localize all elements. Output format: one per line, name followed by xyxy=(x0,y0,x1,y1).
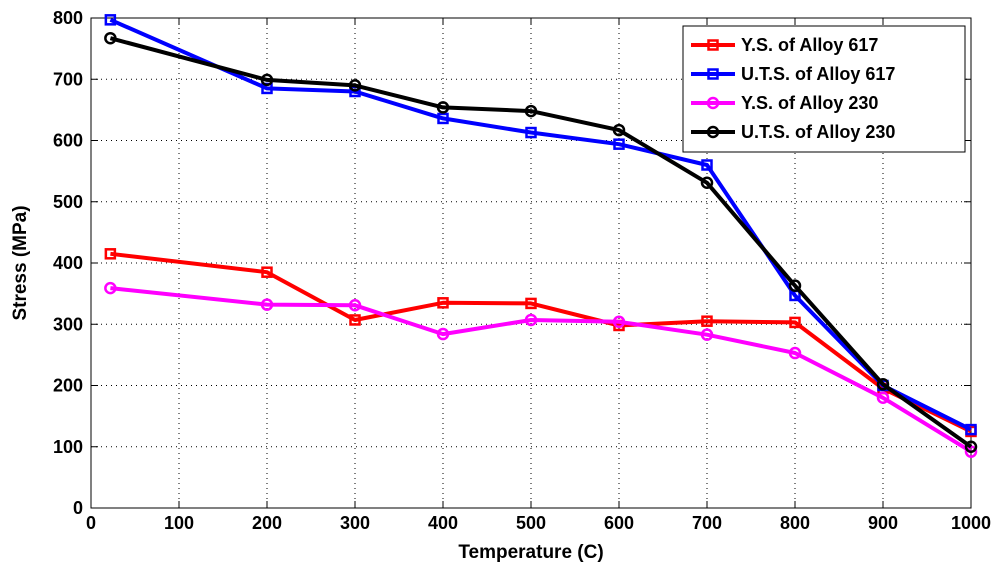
y-tick-label: 600 xyxy=(53,131,83,151)
data-point xyxy=(612,315,626,329)
legend-entry: U.T.S. of Alloy 617 xyxy=(691,64,895,84)
y-tick-label: 800 xyxy=(53,8,83,28)
legend-marker-uts-617 xyxy=(707,68,719,80)
x-tick-label: 900 xyxy=(868,513,898,533)
x-tick-label: 0 xyxy=(86,513,96,533)
data-point xyxy=(700,328,714,341)
data-point xyxy=(104,248,117,260)
data-point xyxy=(436,327,450,341)
data-point xyxy=(701,315,713,327)
axis-ticks: 0 100 200 300 400 500 600 700 800 900 1000 0 100 200 3… xyxy=(53,8,991,533)
data-point xyxy=(788,346,802,360)
data-point xyxy=(876,378,890,391)
series-line xyxy=(109,36,973,449)
legend-label-uts-617: U.T.S. of Alloy 617 xyxy=(741,64,895,84)
series-0 xyxy=(104,248,977,438)
legend-entry: Y.S. of Alloy 617 xyxy=(691,35,878,55)
y-axis-title: Stress (MPa) xyxy=(10,205,31,320)
legend-label-ys-617: Y.S. of Alloy 617 xyxy=(741,35,878,55)
data-point xyxy=(260,298,274,311)
data-point xyxy=(612,123,626,137)
data-point xyxy=(700,176,714,190)
data-point xyxy=(524,104,538,118)
x-tick-label: 200 xyxy=(252,513,282,533)
series-2 xyxy=(104,281,978,458)
y-tick-label: 100 xyxy=(53,437,83,457)
x-tick-label: 100 xyxy=(164,513,194,533)
y-tick-label: 400 xyxy=(53,253,83,273)
data-point xyxy=(525,297,537,310)
data-point xyxy=(104,14,117,26)
legend-marker-ys-230 xyxy=(706,96,720,110)
data-point xyxy=(789,316,801,329)
data-point xyxy=(788,279,802,292)
x-axis-title: Temperature (C) xyxy=(458,542,603,563)
legend-marker-uts-230 xyxy=(706,125,720,139)
data-point xyxy=(104,31,117,45)
x-tick-label: 800 xyxy=(780,513,810,533)
x-tick-label: 500 xyxy=(516,513,546,533)
data-point xyxy=(964,440,978,453)
series-line xyxy=(109,17,972,432)
data-point xyxy=(349,314,361,326)
series-line xyxy=(110,251,972,434)
data-point xyxy=(524,313,538,327)
x-tick-label: 600 xyxy=(604,513,634,533)
data-point xyxy=(965,423,977,436)
x-tick-label: 300 xyxy=(340,513,370,533)
data-point xyxy=(437,112,449,125)
legend-entry: U.T.S. of Alloy 230 xyxy=(691,122,895,142)
x-tick-label: 1000 xyxy=(951,513,991,533)
data-point xyxy=(876,391,890,404)
y-tick-label: 300 xyxy=(53,314,83,334)
series-line xyxy=(110,286,973,454)
data-point xyxy=(260,73,274,87)
data-point xyxy=(436,101,450,114)
data-point xyxy=(613,138,625,150)
y-tick-label: 200 xyxy=(53,376,83,396)
data-point xyxy=(437,297,449,309)
data-point xyxy=(261,266,273,278)
series-lines xyxy=(104,14,978,458)
legend-entry: Y.S. of Alloy 230 xyxy=(691,93,878,113)
data-point xyxy=(348,299,362,312)
x-tick-label: 400 xyxy=(428,513,458,533)
legend: Y.S. of Alloy 617 U.T.S. of Alloy 617 Y.… xyxy=(682,25,966,153)
series-3 xyxy=(104,31,978,453)
x-tick-label: 700 xyxy=(692,513,722,533)
y-tick-label: 700 xyxy=(53,69,83,89)
legend-label-ys-230: Y.S. of Alloy 230 xyxy=(741,93,878,113)
data-point xyxy=(701,159,713,171)
data-point xyxy=(348,79,362,92)
y-tick-label: 500 xyxy=(53,192,83,212)
legend-marker-ys-617 xyxy=(707,39,719,51)
data-point xyxy=(104,281,117,295)
data-point xyxy=(525,126,537,139)
y-tick-label: 0 xyxy=(73,498,83,518)
legend-label-uts-230: U.T.S. of Alloy 230 xyxy=(741,122,895,142)
